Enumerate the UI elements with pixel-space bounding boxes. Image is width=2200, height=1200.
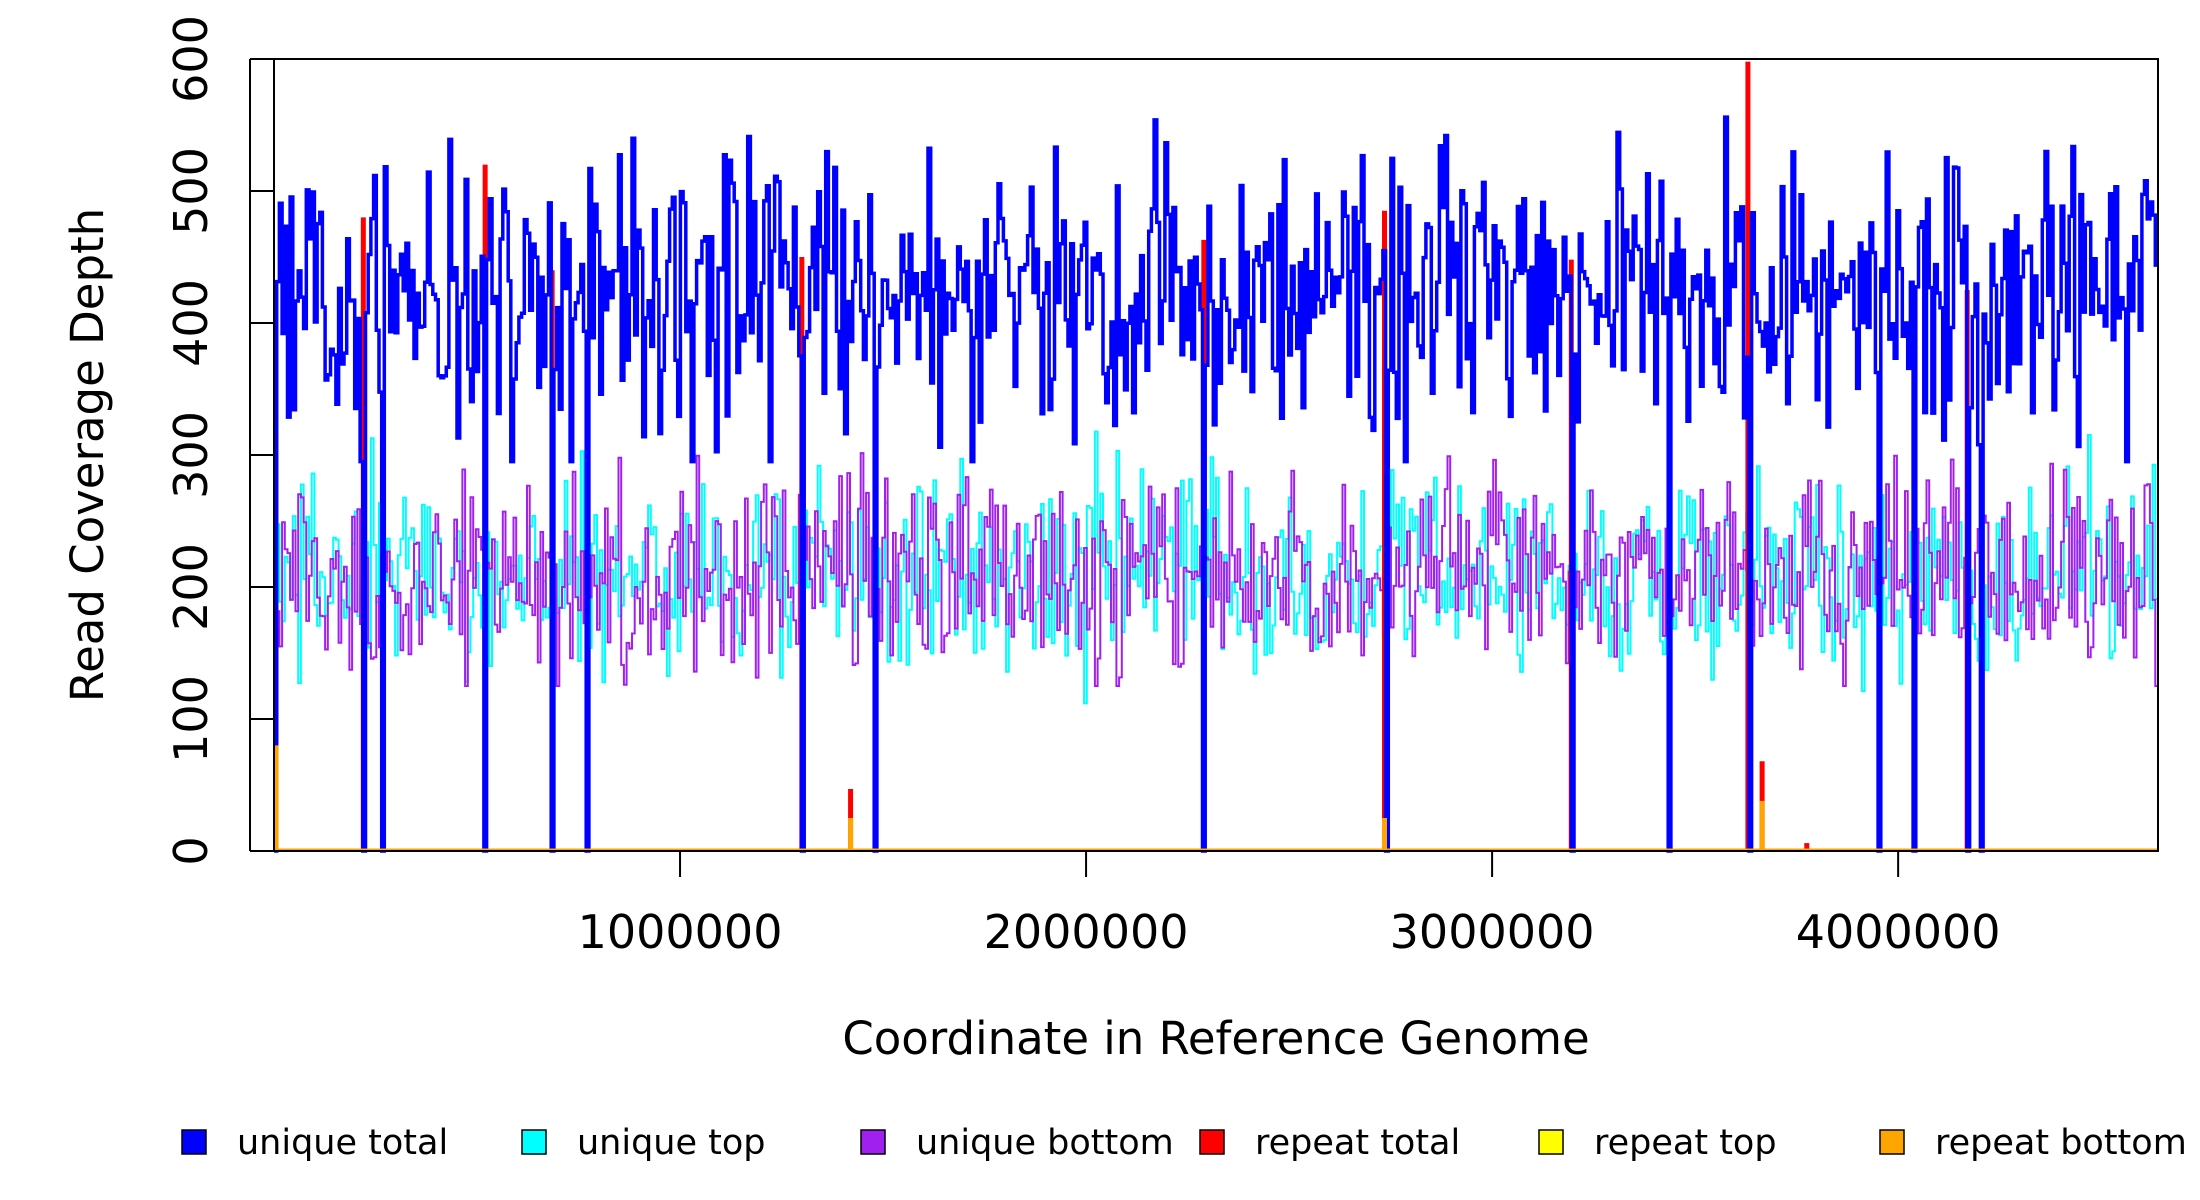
legend-label: unique bottom <box>916 1123 1174 1163</box>
y-tick-label: 300 <box>164 411 218 499</box>
x-tick-label: 2000000 <box>984 905 1189 959</box>
y-tick-label: 0 <box>164 836 218 865</box>
legend-swatch <box>181 1129 207 1155</box>
legend-item-unique-total: unique total <box>181 1123 448 1163</box>
y-axis: 0 100 200 300 400 500 600 <box>164 15 274 866</box>
x-tick-label: 1000000 <box>578 905 783 959</box>
legend: unique total unique top unique bottom repea… <box>181 1123 2187 1163</box>
legend-label: unique total <box>237 1123 448 1163</box>
y-tick-label: 500 <box>164 147 218 235</box>
legend-item-unique-top: unique top <box>521 1123 766 1163</box>
legend-swatch <box>1538 1129 1564 1155</box>
legend-item-repeat-total: repeat total <box>1199 1123 1460 1163</box>
legend-item-unique-bottom: unique bottom <box>860 1123 1174 1163</box>
legend-label: repeat bottom <box>1935 1123 2187 1163</box>
legend-swatch <box>1199 1129 1225 1155</box>
series-unique-total <box>274 115 2158 853</box>
legend-item-repeat-top: repeat top <box>1538 1123 1777 1163</box>
x-tick-label: 3000000 <box>1390 905 1595 959</box>
y-tick-label: 400 <box>164 279 218 367</box>
y-tick-label: 200 <box>164 543 218 631</box>
legend-label: repeat top <box>1594 1123 1777 1163</box>
plot-frame <box>273 58 2159 852</box>
legend-swatch <box>1879 1129 1905 1155</box>
y-axis-title: Read Coverage Depth <box>61 208 114 702</box>
legend-item-repeat-bottom: repeat bottom <box>1879 1123 2187 1163</box>
x-tick-label: 4000000 <box>1796 905 2001 959</box>
legend-label: unique top <box>577 1123 766 1163</box>
legend-swatch <box>521 1129 547 1155</box>
y-tick-label: 100 <box>164 675 218 763</box>
x-axis: 1000000 2000000 3000000 4000000 <box>578 850 2001 959</box>
x-axis-title: Coordinate in Reference Genome <box>842 1012 1589 1065</box>
legend-swatch <box>860 1129 886 1155</box>
legend-label: repeat total <box>1255 1123 1460 1163</box>
y-tick-label: 600 <box>164 15 218 103</box>
plot-area <box>273 61 2158 853</box>
